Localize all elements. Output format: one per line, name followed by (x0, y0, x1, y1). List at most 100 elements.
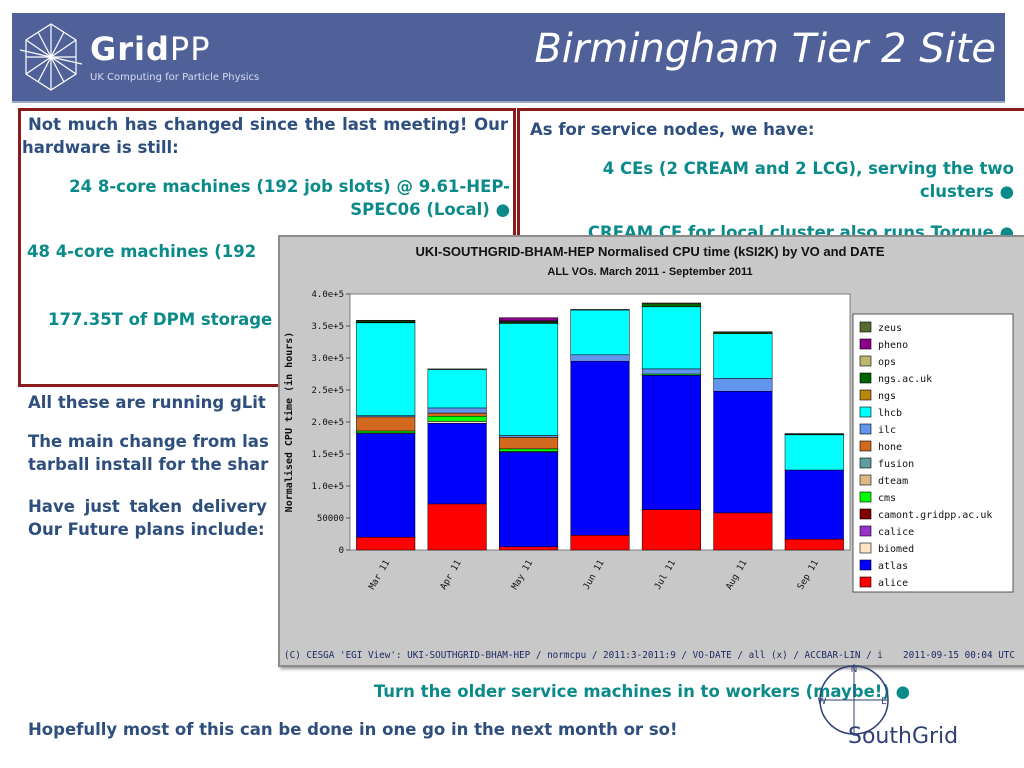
bar-segment-pheno (499, 317, 559, 322)
service-nodes-intro: As for service nodes, we have: (530, 120, 815, 139)
chart-footer-timestamp: 2011-09-15 00:04 UTC (903, 650, 1015, 661)
compass-e: E (881, 697, 887, 707)
body-line-main-change-1: The main change from las (28, 432, 269, 451)
hardware-item-2: 48 4-core machines (192 (27, 242, 257, 261)
legend-label: atlas (878, 561, 908, 572)
bar-segment-ngs-ac-uk (641, 303, 701, 308)
legend-label: dteam (878, 476, 908, 487)
bar-segment-lhcb (499, 323, 559, 436)
bar-segment-biomed (427, 421, 487, 424)
body-line-main-change-2: tarball install for the shar (28, 455, 269, 474)
future-plan-item: Turn the older service machines in to wo… (373, 682, 910, 701)
bar-segment-ops (427, 368, 487, 370)
legend-label: cms (878, 493, 896, 504)
bar-segment-ops (784, 433, 844, 435)
bar-segment-lhcb (356, 322, 416, 416)
y-tick-label: 2.0e+5 (311, 418, 344, 428)
legend-swatch (859, 355, 872, 367)
title-banner (12, 13, 1005, 101)
bar-segment-lhcb (784, 434, 844, 471)
legend-swatch (859, 576, 872, 588)
bar-segment-atlas (499, 451, 559, 548)
bar-segment-atlas (713, 391, 773, 514)
closing-text: Hopefully most of this can be done in on… (28, 720, 678, 739)
gridpp-tagline: UK Computing for Particle Physics (90, 72, 260, 83)
x-tick-label: Jun 11 (582, 559, 607, 592)
y-tick-label: 0 (339, 546, 344, 556)
hardware-intro: Not much has changed since the last meet… (22, 115, 508, 157)
bar-segment-hone (427, 412, 487, 417)
bar-segment-alice (784, 538, 844, 551)
bar-segment-alice (641, 509, 701, 551)
gridpp-logo-text: GridPP (90, 30, 211, 68)
y-tick-label: 2.5e+5 (311, 386, 344, 396)
legend-label: fusion (878, 459, 914, 470)
x-tick-label: Apr 11 (439, 559, 464, 592)
bar-segment-alice (499, 546, 559, 551)
chart-subtitle: ALL VOs. March 2011 - September 2011 (547, 266, 752, 278)
legend-label: zeus (878, 323, 902, 334)
bar-segment-ops (713, 331, 773, 333)
bar-segment-lhcb (570, 309, 630, 356)
bar-segment-ilc (641, 368, 701, 375)
hardware-item-1: 24 8-core machines (192 job slots) @ 9.6… (69, 177, 510, 219)
y-tick-label: 4.0e+5 (311, 290, 344, 300)
banner-underline (12, 101, 1005, 103)
bar-segment-cms (427, 415, 487, 422)
body-line-delivery-2: Our Future plans include: (28, 520, 265, 539)
x-tick-label: Aug 11 (725, 559, 750, 592)
page-title: Birmingham Tier 2 Site (534, 26, 996, 72)
chart-footer: (C) CESGA 'EGI View': UKI-SOUTHGRID-BHAM… (284, 650, 1021, 661)
bar-segment-ilc (427, 407, 487, 414)
legend-swatch (859, 389, 872, 401)
y-tick-label: 1.5e+5 (311, 450, 344, 460)
legend-swatch (859, 508, 872, 520)
bar-segment-lhcb (427, 369, 487, 409)
chart-canvas: UKI-SOUTHGRID-BHAM-HEP Normalised CPU ti… (283, 244, 1014, 593)
chart-title: UKI-SOUTHGRID-BHAM-HEP Normalised CPU ti… (415, 244, 884, 259)
x-tick-label: Jul 11 (653, 559, 678, 592)
bar-segment-hone (356, 416, 416, 432)
legend-label: alice (878, 578, 908, 589)
y-tick-label: 3.5e+5 (311, 322, 344, 332)
legend-swatch (859, 491, 872, 503)
legend-label: biomed (878, 544, 914, 555)
body-line-delivery-1: Have just taken delivery (28, 497, 267, 516)
legend-swatch (859, 440, 872, 452)
bar-segment-atlas (570, 360, 630, 536)
hardware-item-3: 177.35T of DPM storage (48, 310, 273, 329)
bar-segment-alice (356, 536, 416, 551)
bar-segment-ops (356, 319, 416, 322)
bar-segment-atlas (784, 469, 844, 540)
bar-segment-ops (641, 302, 701, 304)
chart-footer-source: (C) CESGA 'EGI View': UKI-SOUTHGRID-BHAM… (284, 650, 883, 661)
bar-segment-ops (570, 309, 630, 311)
bar-segment-ilc (570, 354, 630, 362)
bar-segment-alice (570, 535, 630, 551)
legend-swatch (859, 559, 872, 571)
legend-swatch (859, 423, 872, 435)
y-tick-label: 3.0e+5 (311, 354, 344, 364)
service-item-1: 4 CEs (2 CREAM and 2 LCG), serving the t… (602, 159, 1014, 201)
x-tick-label: Mar 11 (367, 559, 392, 592)
legend-label: camont.gridpp.ac.uk (878, 510, 992, 521)
legend-swatch (859, 457, 872, 469)
bar-segment-atlas (427, 423, 487, 505)
bar-segment-atlas (641, 375, 701, 510)
legend-label: lhcb (878, 408, 902, 419)
legend-label: hone (878, 442, 902, 453)
legend-label: calice (878, 527, 914, 538)
compass-w: W (818, 697, 827, 707)
legend-box (852, 313, 1014, 593)
legend-label: ngs (878, 391, 896, 402)
bar-segment-atlas (356, 433, 416, 538)
legend-label: ops (878, 357, 896, 368)
bar-segment-cms (356, 430, 416, 434)
y-tick-label: 50000 (317, 514, 344, 524)
legend-swatch (859, 406, 872, 418)
legend-label: pheno (878, 340, 908, 351)
bar-segment-ilc (713, 378, 773, 392)
bar-segment-alice (427, 503, 487, 551)
southgrid-logo-text: SouthGrid (848, 724, 959, 749)
x-tick-label: May 11 (510, 559, 535, 592)
